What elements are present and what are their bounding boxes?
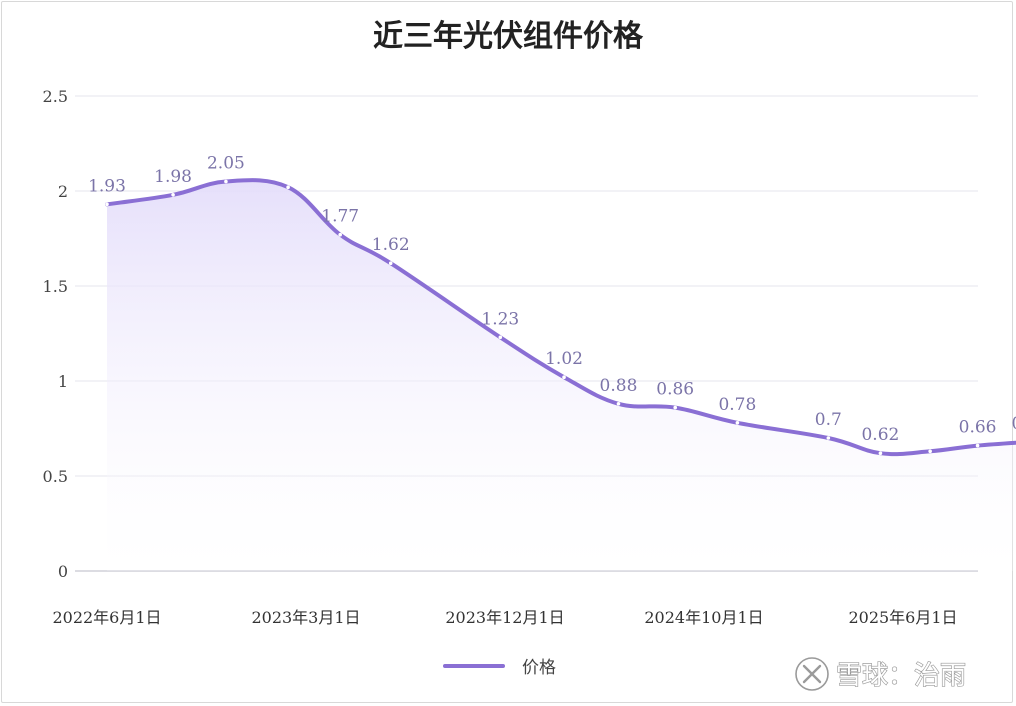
xueqiu-logo-icon <box>795 657 829 691</box>
data-point[interactable] <box>105 202 109 207</box>
data-point[interactable] <box>224 179 228 184</box>
y-tick-label: 1.5 <box>43 277 68 296</box>
legend-label: 价格 <box>522 658 556 678</box>
chart-title: 近三年光伏组件价格 <box>373 19 644 54</box>
data-label: 1.98 <box>154 167 192 187</box>
data-point[interactable] <box>826 436 831 440</box>
data-point[interactable] <box>562 375 566 380</box>
data-point[interactable] <box>388 261 393 266</box>
x-tick-label: 2024年10月1日 <box>644 608 763 627</box>
y-axis-ticks: 0 0.5 1 1.5 2 2.5 <box>43 87 68 581</box>
watermark: 雪球：治雨 <box>795 657 967 692</box>
data-point[interactable] <box>975 443 980 448</box>
data-point[interactable] <box>928 449 932 454</box>
data-label: 0.86 <box>656 380 694 400</box>
series-line <box>105 178 1016 457</box>
data-label: 0.78 <box>718 395 756 415</box>
y-tick-label: 0.5 <box>43 467 68 486</box>
data-point[interactable] <box>171 193 175 197</box>
data-label: 2.05 <box>207 154 245 174</box>
data-label: 0.88 <box>600 376 638 396</box>
data-label: 0.66 <box>959 418 997 438</box>
x-tick-label: 2022年6月1日 <box>52 608 161 627</box>
x-tick-label: 2023年3月1日 <box>251 608 360 627</box>
series-group <box>105 178 1016 571</box>
watermark-text: 雪球：治雨 <box>836 661 966 691</box>
data-label: 0.7 <box>815 410 842 430</box>
data-point[interactable] <box>673 405 678 410</box>
data-label: 1.23 <box>481 309 519 329</box>
y-tick-label: 2 <box>58 182 68 201</box>
data-label: 1.93 <box>88 176 126 196</box>
legend[interactable]: 价格 <box>443 658 556 678</box>
data-label: 1.62 <box>372 235 410 255</box>
y-tick-label: 0 <box>58 562 68 581</box>
series-area <box>107 180 1016 571</box>
data-point[interactable] <box>735 421 740 425</box>
data-labels: 1.93 1.98 2.05 1.77 1.62 1.23 1.02 0.88 0.86 0.78… <box>88 154 1016 446</box>
data-point[interactable] <box>338 232 342 237</box>
x-tick-label: 2023年12月1日 <box>445 608 564 627</box>
data-label: 0.62 <box>861 425 899 445</box>
x-tick-label: 2025年6月1日 <box>848 608 957 627</box>
data-point[interactable] <box>498 335 503 340</box>
data-point[interactable] <box>878 451 883 456</box>
data-label: 1.77 <box>321 207 359 227</box>
data-label: 0.68 <box>1012 414 1016 434</box>
data-point[interactable] <box>286 185 290 189</box>
x-axis-ticks: 2022年6月1日 2023年3月1日 2023年12月1日 2024年10月1日 20… <box>52 608 957 627</box>
y-tick-label: 2.5 <box>43 87 68 106</box>
data-point[interactable] <box>616 402 621 406</box>
data-label: 1.02 <box>545 349 583 369</box>
y-tick-label: 1 <box>58 372 68 391</box>
